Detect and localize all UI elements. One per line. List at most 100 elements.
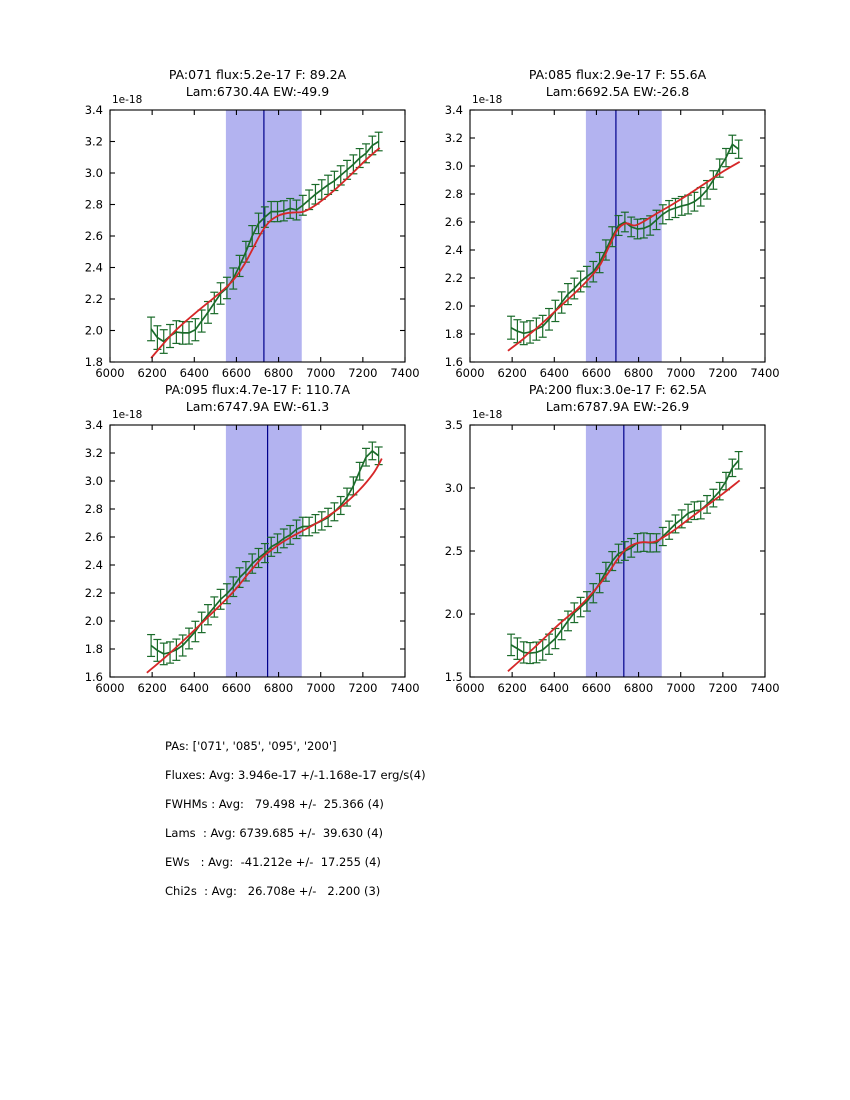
y-tick-label: 3.5 — [445, 418, 463, 432]
observed-spectrum-curve — [150, 140, 380, 343]
panel-title-line2: Lam:6692.5A EW:-26.8 — [546, 84, 689, 99]
x-tick-label: 7400 — [390, 681, 419, 695]
y-tick-label: 2.4 — [445, 243, 463, 257]
y-tick-label: 2.6 — [85, 530, 103, 544]
y-tick-label: 3.2 — [445, 131, 463, 145]
wavelength-band-highlight — [585, 110, 662, 362]
x-tick-label: 6000 — [455, 681, 484, 695]
panel-title-line1: PA:085 flux:2.9e-17 F: 55.6A — [529, 67, 707, 82]
y-axis-offset-label: 1e-18 — [472, 409, 502, 421]
y-tick-label: 3.2 — [85, 446, 103, 460]
x-tick-label: 6800 — [264, 366, 293, 380]
plot-panel-095: 6000 6200 6400 6600 6800 7000 7200 7400 1.6 1.8 2.… — [85, 382, 420, 695]
x-tick-label: 6200 — [138, 366, 167, 380]
summary-statistics-block: PAs: ['071', '085', '095', '200'] Fluxes… — [165, 740, 426, 914]
y-axis-offset-label: 1e-18 — [472, 94, 502, 106]
y-tick-label: 3.4 — [85, 103, 103, 117]
summary-line-fluxes: Fluxes: Avg: 3.946e-17 +/-1.168e-17 erg/… — [165, 768, 426, 782]
model-fit-curve — [146, 458, 383, 674]
y-tick-label: 1.8 — [85, 355, 103, 369]
x-tick-label: 7200 — [348, 366, 377, 380]
x-tick-label: 6000 — [95, 681, 124, 695]
summary-line-pas: PAs: ['071', '085', '095', '200'] — [165, 739, 337, 753]
y-tick-label: 3.4 — [85, 418, 103, 432]
y-axis-offset-label: 1e-18 — [112, 409, 142, 421]
axes-frame — [469, 109, 766, 363]
summary-line-chi2s: Chi2s : Avg: 26.708e +/- 2.200 (3) — [165, 884, 381, 898]
panel-title-line1: PA:200 flux:3.0e-17 F: 62.5A — [529, 382, 707, 397]
model-fit-curve — [507, 161, 741, 352]
summary-line-lams: Lams : Avg: 6739.685 +/- 39.630 (4) — [165, 826, 384, 840]
panel-title-line2: Lam:6730.4A EW:-49.9 — [186, 84, 329, 99]
y-tick-label: 3.2 — [85, 135, 103, 149]
x-tick-label: 6200 — [138, 681, 167, 695]
y-tick-label: 2.8 — [85, 198, 103, 212]
x-tick-label: 6200 — [498, 681, 527, 695]
y-tick-label: 3.0 — [85, 474, 103, 488]
y-tick-label: 3.4 — [445, 103, 463, 117]
summary-line-fwhms: FWHMs : Avg: 79.498 +/- 25.366 (4) — [165, 797, 384, 811]
model-fit-curve — [507, 479, 741, 672]
y-tick-label: 2.2 — [85, 292, 103, 306]
y-tick-label: 1.5 — [445, 670, 463, 684]
x-tick-label: 6600 — [222, 366, 251, 380]
y-tick-label: 3.0 — [445, 159, 463, 173]
y-axis-offset-label: 1e-18 — [112, 94, 142, 106]
y-tick-label: 1.6 — [85, 670, 103, 684]
observed-spectrum-curve — [510, 142, 740, 335]
x-tick-label: 6800 — [624, 681, 653, 695]
y-tick-label: 2.4 — [85, 261, 103, 275]
x-tick-label: 6600 — [222, 681, 251, 695]
x-tick-label: 6800 — [624, 366, 653, 380]
x-tick-label: 7400 — [750, 681, 779, 695]
model-fit-curve — [150, 147, 381, 359]
plot-panel-071: 6000 6200 6400 6600 6800 7000 7200 7400 1.8 2.0 2.… — [85, 67, 420, 380]
x-tick-label: 6400 — [540, 366, 569, 380]
y-tick-label: 2.0 — [85, 614, 103, 628]
y-tick-label: 2.8 — [85, 502, 103, 516]
x-tick-label: 7400 — [390, 366, 419, 380]
x-tick-label: 7200 — [708, 681, 737, 695]
x-tick-label: 6800 — [264, 681, 293, 695]
y-tick-label: 2.0 — [445, 607, 463, 621]
x-tick-label: 6600 — [582, 366, 611, 380]
y-tick-label: 3.0 — [445, 481, 463, 495]
wavelength-band-highlight — [225, 425, 302, 677]
y-tick-label: 2.6 — [445, 215, 463, 229]
observed-spectrum-curve — [150, 449, 380, 655]
y-tick-label: 2.2 — [445, 271, 463, 285]
y-tick-label: 2.5 — [445, 544, 463, 558]
x-tick-label: 6200 — [498, 366, 527, 380]
x-tick-label: 7200 — [708, 366, 737, 380]
y-tick-label: 2.4 — [85, 558, 103, 572]
y-tick-label: 1.6 — [445, 355, 463, 369]
x-tick-label: 6400 — [180, 366, 209, 380]
y-tick-label: 1.8 — [445, 327, 463, 341]
plot-panel-200: 6000 6200 6400 6600 6800 7000 7200 7400 1.5 2.0 2.… — [445, 382, 780, 695]
y-tick-label: 2.6 — [85, 229, 103, 243]
x-tick-label: 6400 — [180, 681, 209, 695]
x-tick-label: 7000 — [306, 681, 335, 695]
panel-title-line2: Lam:6747.9A EW:-61.3 — [186, 399, 329, 414]
y-tick-label: 2.8 — [445, 187, 463, 201]
x-tick-label: 6600 — [582, 681, 611, 695]
y-tick-label: 3.0 — [85, 166, 103, 180]
panel-title-line2: Lam:6787.9A EW:-26.9 — [546, 399, 689, 414]
x-tick-label: 7200 — [348, 681, 377, 695]
y-tick-label: 2.0 — [445, 299, 463, 313]
x-tick-label: 7000 — [666, 366, 695, 380]
y-tick-label: 1.8 — [85, 642, 103, 656]
x-tick-label: 7000 — [306, 366, 335, 380]
x-tick-label: 7000 — [666, 681, 695, 695]
error-bars — [507, 450, 743, 665]
y-tick-label: 2.2 — [85, 586, 103, 600]
y-tick-label: 2.0 — [85, 324, 103, 338]
x-tick-label: 6000 — [95, 366, 124, 380]
panel-title-line1: PA:071 flux:5.2e-17 F: 89.2A — [169, 67, 347, 82]
panel-title-line1: PA:095 flux:4.7e-17 F: 110.7A — [165, 382, 351, 397]
plot-panel-085: 6000 6200 6400 6600 6800 7000 7200 7400 1.6 1.8 2.… — [445, 67, 780, 380]
x-tick-label: 7400 — [750, 366, 779, 380]
summary-line-ews: EWs : Avg: -41.212e +/- 17.255 (4) — [165, 855, 381, 869]
x-tick-label: 6000 — [455, 366, 484, 380]
